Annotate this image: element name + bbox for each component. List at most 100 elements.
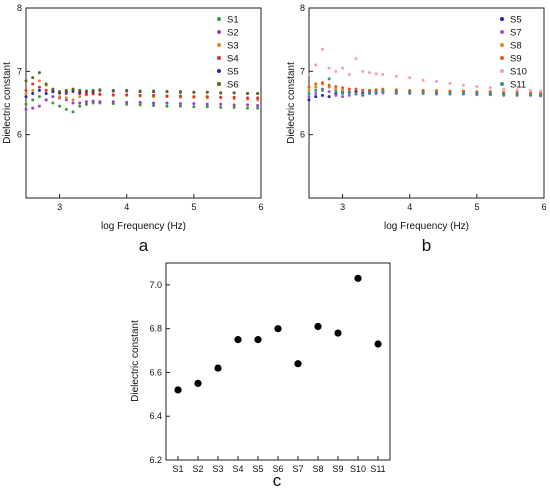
panel-a-xtick-label: 6 xyxy=(258,202,263,212)
panel-b-point-s7 xyxy=(307,95,311,99)
panel-a-point-s4 xyxy=(98,92,102,96)
panel-b-legend-label-s11: S11 xyxy=(510,80,526,91)
panel-a-point-s2 xyxy=(138,100,142,104)
panel-b-point-s5 xyxy=(307,98,311,102)
panel-c-xtick-label: S11 xyxy=(370,464,385,474)
panel-a-point-s3 xyxy=(31,88,35,92)
panel-b-legend-label-s8: S8 xyxy=(510,41,522,52)
panel-a-point-s4 xyxy=(138,93,142,97)
panel-a-points xyxy=(24,71,260,114)
panel-c-xtick-label: S7 xyxy=(292,464,303,474)
panel-b-point-s10 xyxy=(381,73,385,76)
panel-a-point-s4 xyxy=(205,95,209,99)
panel-a-point-s2 xyxy=(178,102,182,106)
panel-c-ticks: 6.2 6.4 6.6 6.8 7.0 S1 S2 S3 S4 S5 S6 S7 S8 S9 S10 S11 xyxy=(149,280,385,474)
panel-b-point-s9 xyxy=(314,82,318,86)
panel-c-xtick-label: S4 xyxy=(232,464,243,474)
panel-c-point-s8 xyxy=(314,322,322,331)
panel-b-point-s10 xyxy=(327,66,331,70)
panel-b-point-s9 xyxy=(354,87,358,91)
panel-b-point-s11 xyxy=(394,90,398,94)
panel-b-point-s10 xyxy=(435,79,439,83)
panel-a-point-s6 xyxy=(84,89,88,93)
panel-a-legend-marker-s4 xyxy=(217,56,221,60)
panel-b-ylabel: Dielectric constant xyxy=(286,62,297,144)
panel-a-point-s6 xyxy=(152,89,156,93)
panel-b-point-s10 xyxy=(320,47,324,51)
panel-a-point-s4 xyxy=(246,96,250,100)
panel-b-point-s11 xyxy=(488,92,492,96)
panel-a-point-s2 xyxy=(37,104,41,108)
panel-b-point-s11 xyxy=(334,90,338,94)
panel-a-point-s4 xyxy=(219,95,223,99)
panel-a-point-s4 xyxy=(24,88,28,92)
panel-a-point-s6 xyxy=(138,89,142,93)
panel-b-point-s9 xyxy=(367,88,371,92)
panel-b-xtick-label: 4 xyxy=(407,202,412,212)
panel-c-point-s7 xyxy=(294,360,302,368)
panel-c-ytick-label: 6.6 xyxy=(149,367,162,377)
panel-b-point-s5 xyxy=(327,95,331,99)
panel-a-xlabel: log Frequency (Hz) xyxy=(101,221,186,232)
panel-c-point-s5 xyxy=(254,336,262,344)
panel-a-point-s2 xyxy=(98,100,102,104)
panel-b-point-s11 xyxy=(341,92,345,95)
panel-b-point-s9 xyxy=(307,85,311,89)
panel-a-point-s6 xyxy=(24,79,28,83)
panel-b-ytick-label: 6 xyxy=(300,130,305,140)
panel-a-point-s6 xyxy=(111,88,115,92)
panel-a-legend: S1 S2 S3 S4 S5 S6 xyxy=(217,15,239,91)
panel-b-point-s10 xyxy=(307,73,311,76)
panel-b-legend-marker-s10 xyxy=(500,69,504,73)
panel-a-legend-marker-s6 xyxy=(217,82,221,86)
panel-b-point-s10 xyxy=(314,63,318,67)
panel-c-point-s10 xyxy=(354,274,362,282)
panel-a-point-s2 xyxy=(24,107,28,111)
panel-c-xtick-label: S6 xyxy=(272,464,283,474)
panel-b-point-s11 xyxy=(354,92,358,96)
panel-a-point-s3 xyxy=(24,92,28,95)
panel-b-point-s11 xyxy=(448,92,452,95)
panel-a-point-s6 xyxy=(219,91,223,95)
panel-a-point-s6 xyxy=(205,90,209,94)
panel-a-point-s1 xyxy=(246,106,250,110)
panel-c-ytick-label: 6.4 xyxy=(149,411,162,421)
panel-b-legend: S5 S7 S8 S9 S10 S11 xyxy=(500,15,527,91)
panel-a-point-s6 xyxy=(192,90,196,94)
panel-b-point-s11 xyxy=(314,88,318,92)
panel-a-point-s6 xyxy=(78,88,82,92)
panel-a-point-s4 xyxy=(31,82,35,86)
panel-b-point-s10 xyxy=(334,69,338,73)
panel-c-ytick-label: 7.0 xyxy=(149,280,162,290)
panel-b-point-s10 xyxy=(341,66,345,70)
panel-b-point-s9 xyxy=(334,85,338,89)
panel-b-point-s10 xyxy=(367,71,371,75)
panel-b-point-s11 xyxy=(347,91,351,95)
panel-b-point-s10 xyxy=(374,72,378,76)
panel-b-point-s11 xyxy=(475,92,479,95)
panel-b-point-s5 xyxy=(320,93,324,97)
panel-a-point-s6 xyxy=(232,91,236,95)
panel-b-point-s10 xyxy=(354,57,358,61)
panel-a-point-s3 xyxy=(71,98,75,102)
panel-b-point-s11 xyxy=(529,93,533,97)
panel-c-point-s9 xyxy=(334,329,342,337)
panel-c-xtick-label: S5 xyxy=(252,464,263,474)
panel-a-point-s6 xyxy=(51,87,55,91)
panel-a-point-s6 xyxy=(91,88,95,92)
panel-a-point-s5 xyxy=(51,90,55,94)
panel-a-point-s4 xyxy=(44,88,48,92)
panel-b-points xyxy=(307,47,543,102)
panel-b-ticks: 3 4 5 6 6 7 8 xyxy=(300,3,547,212)
panel-b-legend-marker-s7 xyxy=(500,30,504,34)
panel-a-point-s1 xyxy=(31,98,35,102)
panel-a-point-s2 xyxy=(232,103,236,107)
panel-a-point-s1 xyxy=(24,102,28,106)
panel-a-point-s6 xyxy=(125,88,129,92)
panel-a-legend-marker-s3 xyxy=(217,43,221,47)
panel-c-point-s1 xyxy=(174,386,182,394)
panel-b-point-s7 xyxy=(327,90,331,94)
panel-b-point-s11 xyxy=(502,92,506,96)
panel-a-point-s2 xyxy=(78,101,82,105)
panel-a-point-s2 xyxy=(91,99,95,103)
